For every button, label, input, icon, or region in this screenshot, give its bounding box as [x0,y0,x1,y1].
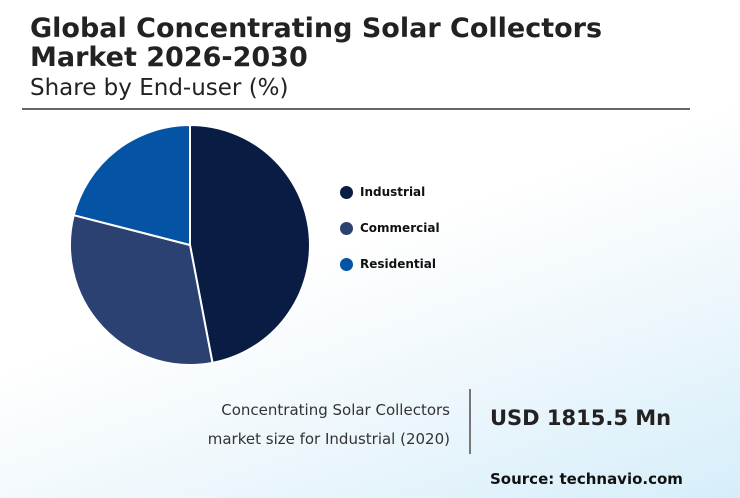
market-size-label-line-1: Concentrating Solar Collectors [221,401,450,419]
pie-slice-industrial [189,123,311,365]
legend-item-industrial: Industrial [340,174,440,210]
market-size-label-line-2: market size for Industrial (2020) [207,430,450,448]
legend-item-residential: Residential [340,246,440,282]
market-size-value: USD 1815.5 Mn [490,406,672,430]
legend-swatch-commercial [340,221,353,235]
source-credit: Source: technavio.com [490,470,683,488]
legend-item-commercial: Commercial [340,210,440,246]
stat-divider [469,389,471,454]
pie-slice-commercial [69,213,214,366]
legend-label-residential: Residential [360,257,436,271]
title-divider [22,108,690,110]
legend-label-commercial: Commercial [360,221,440,235]
legend-swatch-residential [340,257,353,271]
legend-label-industrial: Industrial [360,185,426,199]
market-size-label: Concentrating Solar Collectors market si… [208,396,450,454]
pie-slice-residential [72,123,191,247]
chart-legend: Industrial Commercial Residential [340,174,440,282]
pie-chart [69,123,311,366]
chart-title: Global Concentrating Solar Collectors Ma… [30,13,603,73]
legend-swatch-industrial [340,185,353,199]
chart-subtitle: Share by End-user (%) [30,75,289,101]
